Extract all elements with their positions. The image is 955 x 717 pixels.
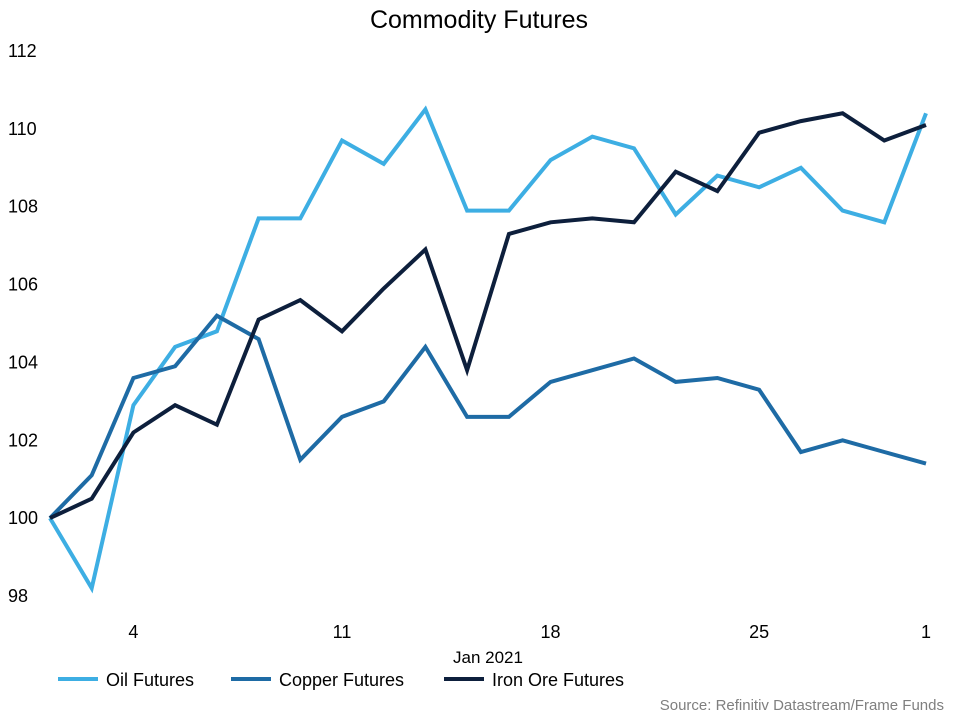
legend-item-oil-futures: Oil Futures — [58, 670, 194, 690]
x-tick-label: 25 — [749, 622, 769, 642]
y-tick-label: 100 — [8, 508, 38, 528]
legend-label: Iron Ore Futures — [492, 670, 624, 690]
x-tick-label: 4 — [128, 622, 138, 642]
legend: Oil Futures Copper Futures Iron Ore Future… — [58, 670, 624, 690]
series-line-iron-ore-futures — [49, 111, 927, 520]
source-note: Source: Refinitiv Datastream/Frame Funds — [660, 697, 944, 714]
x-tick-label: 1 — [921, 622, 931, 642]
y-tick-label: 98 — [8, 586, 28, 606]
x-axis-title: Jan 2021 — [453, 648, 523, 667]
x-axis: 4 11 18 25 1 — [128, 622, 931, 642]
y-tick-label: 112 — [8, 41, 37, 61]
legend-item-iron-ore-futures: Iron Ore Futures — [444, 670, 624, 690]
x-tick-label: 11 — [333, 622, 352, 642]
legend-item-copper-futures: Copper Futures — [231, 670, 404, 690]
y-tick-label: 102 — [8, 430, 38, 450]
series-lines — [48, 105, 928, 594]
y-tick-label: 104 — [8, 352, 38, 372]
y-tick-label: 108 — [8, 197, 38, 217]
legend-label: Oil Futures — [106, 670, 194, 690]
x-tick-label: 18 — [541, 622, 561, 642]
series-line-copper-futures — [48, 313, 927, 520]
chart-title: Commodity Futures — [370, 6, 588, 34]
y-tick-label: 110 — [8, 119, 37, 139]
y-axis: 98 100 102 104 106 108 110 112 — [8, 41, 38, 606]
series-line-oil-futures — [48, 105, 928, 594]
legend-label: Copper Futures — [279, 670, 404, 690]
y-tick-label: 106 — [8, 275, 38, 295]
